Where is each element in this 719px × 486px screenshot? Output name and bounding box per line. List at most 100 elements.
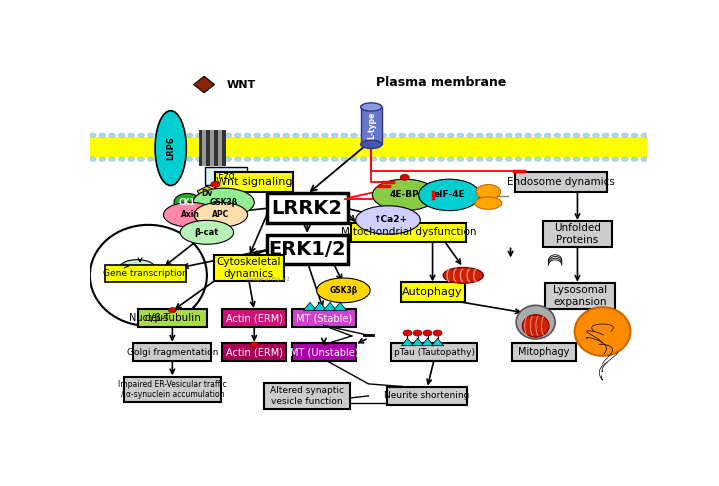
- Text: Altered synaptic
vesicle function: Altered synaptic vesicle function: [270, 386, 344, 405]
- Circle shape: [641, 157, 648, 161]
- Text: Plasma membrane: Plasma membrane: [376, 76, 506, 89]
- Circle shape: [534, 133, 541, 138]
- Text: Gene transcription: Gene transcription: [104, 269, 188, 278]
- Circle shape: [621, 157, 628, 161]
- Bar: [206, 130, 210, 166]
- FancyBboxPatch shape: [352, 223, 466, 242]
- Circle shape: [573, 157, 580, 161]
- Bar: [210, 130, 214, 166]
- FancyBboxPatch shape: [264, 383, 350, 409]
- Circle shape: [592, 133, 600, 138]
- Circle shape: [360, 133, 367, 138]
- Circle shape: [612, 157, 619, 161]
- Circle shape: [477, 157, 483, 161]
- Ellipse shape: [372, 179, 437, 210]
- Circle shape: [428, 157, 435, 161]
- Circle shape: [283, 157, 290, 161]
- Circle shape: [603, 133, 609, 138]
- Circle shape: [244, 157, 251, 161]
- Circle shape: [206, 157, 212, 161]
- Circle shape: [225, 157, 232, 161]
- Ellipse shape: [193, 188, 255, 217]
- Circle shape: [283, 133, 290, 138]
- Circle shape: [564, 157, 570, 161]
- Circle shape: [176, 133, 183, 138]
- FancyBboxPatch shape: [512, 343, 576, 361]
- Circle shape: [273, 157, 280, 161]
- Polygon shape: [334, 302, 347, 311]
- Circle shape: [621, 133, 628, 138]
- Circle shape: [168, 308, 176, 313]
- Circle shape: [525, 157, 531, 161]
- Text: Nucleus: Nucleus: [129, 313, 168, 323]
- Polygon shape: [411, 338, 423, 346]
- Circle shape: [118, 133, 125, 138]
- Circle shape: [641, 133, 648, 138]
- Text: CK1: CK1: [179, 198, 196, 207]
- FancyBboxPatch shape: [215, 172, 293, 191]
- Circle shape: [167, 157, 173, 161]
- Circle shape: [389, 133, 396, 138]
- Circle shape: [370, 133, 377, 138]
- Circle shape: [331, 157, 338, 161]
- FancyBboxPatch shape: [222, 310, 286, 328]
- Circle shape: [525, 133, 531, 138]
- Circle shape: [612, 133, 619, 138]
- Text: LRRK2: LRRK2: [272, 198, 343, 218]
- Circle shape: [515, 157, 522, 161]
- Polygon shape: [313, 302, 326, 311]
- Circle shape: [263, 157, 270, 161]
- Circle shape: [403, 330, 412, 336]
- FancyBboxPatch shape: [267, 193, 347, 223]
- Circle shape: [254, 157, 260, 161]
- Circle shape: [505, 157, 512, 161]
- Bar: [90, 137, 647, 157]
- Circle shape: [341, 133, 348, 138]
- Text: MT (Stable): MT (Stable): [296, 313, 352, 323]
- Circle shape: [176, 157, 183, 161]
- Circle shape: [467, 157, 474, 161]
- Ellipse shape: [475, 197, 502, 209]
- Circle shape: [157, 133, 164, 138]
- FancyBboxPatch shape: [133, 343, 211, 361]
- Text: GSK3β: GSK3β: [209, 198, 238, 207]
- Circle shape: [244, 133, 251, 138]
- Circle shape: [554, 157, 561, 161]
- Bar: [214, 130, 218, 166]
- Circle shape: [534, 157, 541, 161]
- Text: MT (Unstable): MT (Unstable): [290, 347, 358, 357]
- Circle shape: [351, 157, 357, 161]
- Polygon shape: [324, 302, 336, 311]
- Polygon shape: [193, 76, 214, 93]
- Circle shape: [167, 133, 173, 138]
- Circle shape: [128, 157, 134, 161]
- Circle shape: [433, 330, 442, 336]
- Ellipse shape: [163, 202, 217, 227]
- Circle shape: [631, 157, 638, 161]
- Circle shape: [225, 133, 232, 138]
- Text: Actin (ERM): Actin (ERM): [226, 347, 283, 357]
- Circle shape: [583, 133, 590, 138]
- Ellipse shape: [194, 202, 247, 227]
- Circle shape: [128, 133, 134, 138]
- FancyBboxPatch shape: [515, 172, 607, 191]
- Circle shape: [147, 157, 154, 161]
- FancyBboxPatch shape: [267, 235, 347, 264]
- Circle shape: [273, 133, 280, 138]
- Circle shape: [418, 133, 425, 138]
- Text: APC: APC: [212, 210, 229, 219]
- Circle shape: [467, 133, 474, 138]
- Circle shape: [211, 181, 220, 188]
- Circle shape: [99, 133, 106, 138]
- Polygon shape: [401, 338, 413, 346]
- Circle shape: [196, 133, 203, 138]
- FancyBboxPatch shape: [214, 255, 283, 281]
- Polygon shape: [197, 186, 216, 198]
- Circle shape: [312, 157, 319, 161]
- Bar: [203, 130, 206, 166]
- Text: ↑Ca2+: ↑Ca2+: [374, 215, 408, 225]
- Ellipse shape: [119, 260, 155, 276]
- Circle shape: [215, 157, 222, 161]
- Text: Fzd: Fzd: [218, 171, 235, 181]
- FancyBboxPatch shape: [543, 222, 613, 247]
